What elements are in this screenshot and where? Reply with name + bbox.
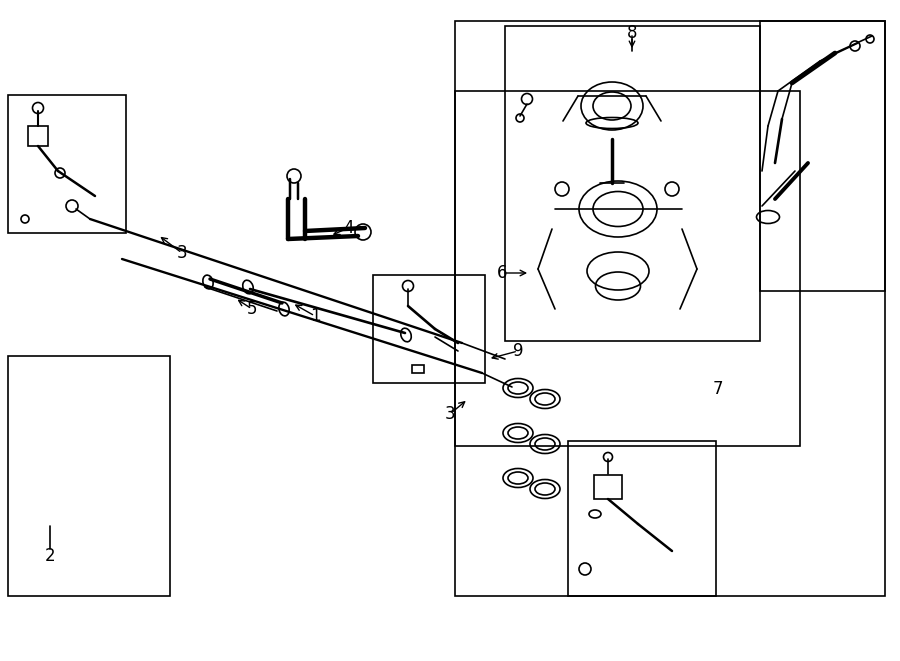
- Text: 7: 7: [713, 380, 724, 398]
- Text: 3: 3: [176, 244, 187, 262]
- Text: 6: 6: [497, 264, 508, 282]
- Text: 5: 5: [247, 300, 257, 318]
- Bar: [8, 356, 170, 596]
- Bar: [594, 475, 622, 499]
- Bar: [455, 91, 800, 446]
- Bar: [412, 365, 424, 373]
- Bar: [373, 275, 485, 383]
- Text: 4: 4: [343, 219, 353, 237]
- Text: 2: 2: [45, 547, 55, 565]
- Text: 1: 1: [310, 307, 320, 325]
- Bar: [760, 21, 885, 291]
- Text: 9: 9: [513, 342, 523, 360]
- Bar: [505, 26, 760, 341]
- Bar: [455, 21, 885, 596]
- Text: 8: 8: [626, 24, 637, 42]
- Text: 3: 3: [445, 405, 455, 423]
- Bar: [28, 126, 48, 146]
- Bar: [568, 441, 716, 596]
- Bar: [8, 95, 126, 233]
